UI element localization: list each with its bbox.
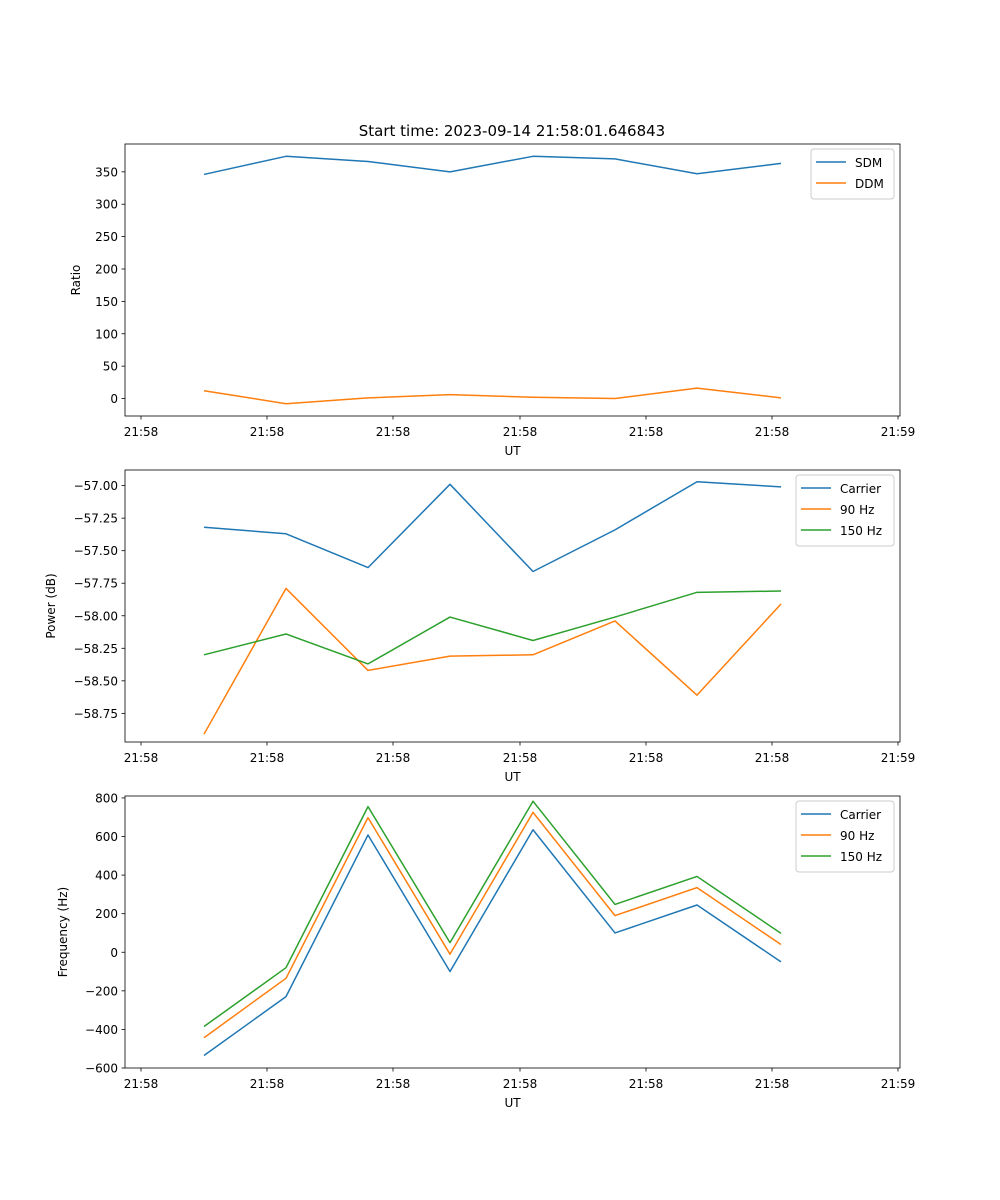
series-line-carrier <box>203 480 782 573</box>
x-tick-label: 21:58 <box>250 751 285 765</box>
y-tick-label: −57.75 <box>74 577 118 591</box>
y-tick-label: 50 <box>103 360 118 374</box>
y-tick-label: −58.00 <box>74 609 118 623</box>
x-axis-label: UT <box>504 444 521 458</box>
y-tick-label: 600 <box>95 830 118 844</box>
series-line-150-hz <box>203 590 782 665</box>
x-tick-label: 21:58 <box>376 751 411 765</box>
x-tick-label: 21:58 <box>755 1077 790 1091</box>
axes-frame <box>124 143 901 417</box>
series-line-carrier <box>203 829 782 1057</box>
x-axis-label: UT <box>504 770 521 784</box>
legend: Carrier 90 Hz 150 Hz <box>795 800 895 873</box>
legend-box <box>795 474 895 547</box>
y-tick-label: 200 <box>95 907 118 921</box>
chart-panel-3: −600 −400 −200 0 200 400 600 800 21:58 21:58 21:58… <box>56 791 915 1110</box>
y-tick-label: −57.50 <box>74 544 118 558</box>
series-line-ddm <box>203 387 782 405</box>
y-tick-label: 0 <box>110 392 118 406</box>
x-tick-label: 21:58 <box>376 1077 411 1091</box>
legend-label: 150 Hz <box>840 524 882 538</box>
y-tick-label: 350 <box>95 165 118 179</box>
figure-title: Start time: 2023-09-14 21:58:01.646843 <box>359 122 665 140</box>
series-line-90-hz <box>203 587 782 735</box>
charts-container: 0 50 100 150 200 250 300 350 21:58 21:58 21:58 21:5… <box>44 143 916 1110</box>
x-tick-label: 21:58 <box>629 1077 664 1091</box>
y-tick-label: −200 <box>85 984 118 998</box>
x-tick-label: 21:58 <box>755 425 790 439</box>
y-tick-label: −57.25 <box>74 512 118 526</box>
y-tick-label: 250 <box>95 230 118 244</box>
legend-label: 90 Hz <box>840 829 874 843</box>
y-axis-label: Frequency (Hz) <box>56 887 70 978</box>
legend-label: DDM <box>855 177 884 191</box>
y-axis-label: Ratio <box>69 265 83 296</box>
y-tick-label: 0 <box>110 946 118 960</box>
x-tick-label: 21:58 <box>755 751 790 765</box>
x-tick-label: 21:58 <box>124 751 159 765</box>
x-tick-label: 21:59 <box>881 751 916 765</box>
y-tick-label: 800 <box>95 791 118 805</box>
x-tick-label: 21:58 <box>503 1077 538 1091</box>
x-tick-label: 21:58 <box>376 425 411 439</box>
y-tick-label: −600 <box>85 1062 118 1076</box>
legend-label: 90 Hz <box>840 503 874 517</box>
chart-panel-2: −57.00 −57.25 −57.50 −57.75 −58.00 −58.25 −58.… <box>44 469 916 784</box>
y-tick-label: −58.50 <box>74 674 118 688</box>
legend-label: Carrier <box>840 482 881 496</box>
series-line-90-hz <box>203 811 782 1039</box>
axes-frame <box>124 469 901 743</box>
x-tick-label: 21:58 <box>629 751 664 765</box>
y-tick-label: 300 <box>95 198 118 212</box>
legend-label: 150 Hz <box>840 850 882 864</box>
x-tick-label: 21:59 <box>881 1077 916 1091</box>
x-axis-label: UT <box>504 1096 521 1110</box>
x-tick-label: 21:58 <box>503 751 538 765</box>
x-tick-label: 21:58 <box>250 1077 285 1091</box>
y-axis-label: Power (dB) <box>44 573 58 638</box>
x-tick-label: 21:58 <box>250 425 285 439</box>
y-tick-label: 200 <box>95 262 118 276</box>
series-line-sdm <box>203 155 782 176</box>
x-tick-label: 21:58 <box>503 425 538 439</box>
x-tick-label: 21:58 <box>124 425 159 439</box>
x-tick-label: 21:58 <box>124 1077 159 1091</box>
y-tick-label: −58.75 <box>74 707 118 721</box>
y-tick-label: 100 <box>95 327 118 341</box>
axes-frame <box>124 795 901 1069</box>
legend-label: SDM <box>855 156 882 170</box>
y-tick-label: −58.25 <box>74 642 118 656</box>
y-tick-label: −57.00 <box>74 479 118 493</box>
y-tick-label: 400 <box>95 869 118 883</box>
x-tick-label: 21:58 <box>629 425 664 439</box>
legend: Carrier 90 Hz 150 Hz <box>795 474 895 547</box>
legend-box <box>795 800 895 873</box>
legend-label: Carrier <box>840 808 881 822</box>
x-tick-label: 21:59 <box>881 425 916 439</box>
y-tick-label: 150 <box>95 295 118 309</box>
series-line-150-hz <box>203 800 782 1028</box>
legend: SDM DDM <box>810 148 895 200</box>
chart-panel-1: 0 50 100 150 200 250 300 350 21:58 21:58 21:58 21:5… <box>69 143 916 458</box>
y-tick-label: −400 <box>85 1023 118 1037</box>
